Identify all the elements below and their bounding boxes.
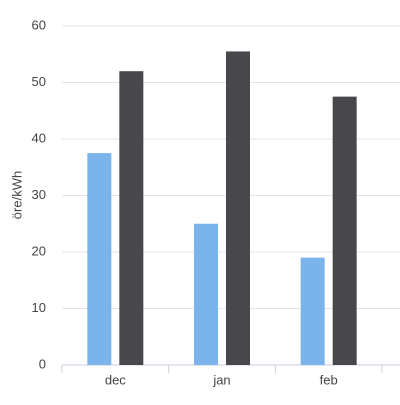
y-tick-label: 10 — [32, 300, 46, 315]
y-tick-label: 60 — [32, 17, 46, 32]
y-tick-label: 50 — [32, 74, 46, 89]
bar — [332, 96, 357, 365]
x-tick-label: jan — [212, 372, 230, 387]
bar — [119, 71, 144, 365]
y-tick-label: 0 — [39, 356, 46, 371]
bar — [226, 51, 250, 366]
y-tick-label: 40 — [32, 130, 46, 145]
y-tick-label: 30 — [32, 187, 46, 202]
bar — [87, 153, 112, 365]
y-tick-label: 20 — [32, 243, 46, 258]
y-axis-label: öre/kWh — [9, 171, 24, 219]
x-tick-label: feb — [320, 372, 338, 387]
bar — [300, 257, 325, 365]
bar — [194, 223, 218, 365]
x-tick-label: dec — [105, 372, 126, 387]
